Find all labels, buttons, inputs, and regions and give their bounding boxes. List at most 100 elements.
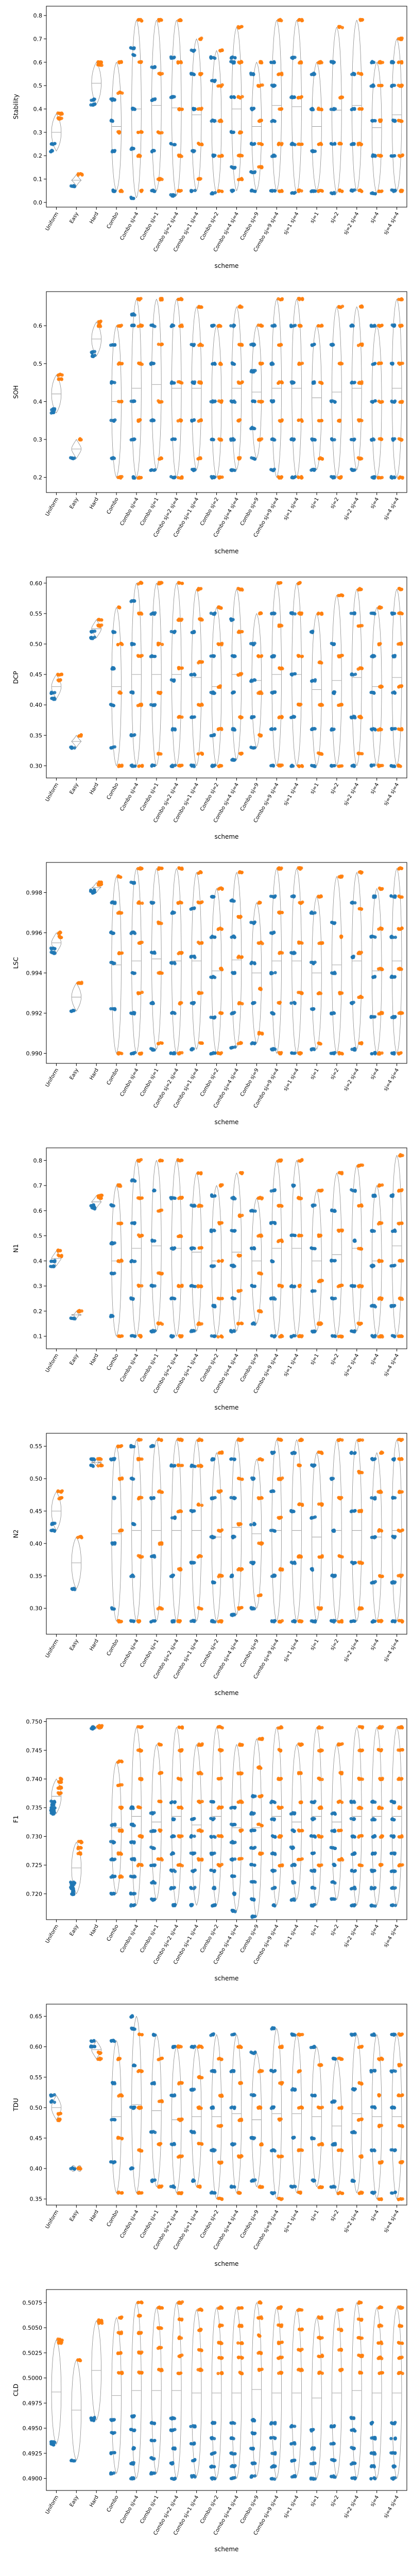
data-point: [131, 312, 135, 316]
data-point: [330, 728, 333, 732]
data-point: [193, 1246, 196, 1250]
data-point: [157, 131, 161, 135]
data-point: [112, 419, 116, 422]
data-point: [70, 746, 74, 750]
data-point: [111, 1242, 115, 1245]
data-point: [337, 655, 341, 659]
data-point: [238, 25, 242, 29]
data-point: [353, 1329, 356, 1333]
data-point: [97, 618, 101, 621]
data-point: [370, 1052, 373, 1056]
data-point: [220, 887, 224, 891]
violin-outline: [371, 62, 382, 194]
data-point: [390, 400, 394, 404]
x-tick-label: sj=4: [369, 782, 380, 795]
data-point: [139, 297, 143, 300]
data-point: [218, 362, 222, 366]
x-axis-label: scheme: [215, 1118, 239, 1126]
x-tick-label: sj=4 sj=4: [383, 1638, 400, 1663]
data-point: [51, 143, 55, 146]
data-point: [193, 954, 196, 958]
data-point: [90, 98, 93, 102]
data-point: [291, 1334, 296, 1337]
x-axis-label: scheme: [215, 833, 239, 840]
data-point: [319, 60, 322, 63]
data-point: [89, 889, 93, 893]
data-point: [130, 323, 134, 327]
x-tick-label: Combo sj=9: [239, 1638, 260, 1669]
x-tick-label: sj=4 sj=4: [383, 497, 400, 521]
y-tick-label: 0.45: [30, 1508, 43, 1515]
data-point: [118, 875, 122, 879]
data-point: [291, 438, 295, 442]
data-point: [150, 654, 154, 658]
data-point: [136, 18, 140, 22]
data-point: [269, 61, 273, 64]
data-point: [120, 764, 124, 767]
data-point: [213, 936, 217, 939]
data-point: [151, 189, 156, 192]
x-tick-label: Combo: [106, 211, 120, 230]
x-tick-label: Combo: [106, 1638, 120, 1657]
data-point: [217, 1052, 221, 1055]
data-point: [211, 1015, 215, 1020]
data-point: [398, 324, 402, 327]
data-point: [259, 324, 263, 328]
x-tick-label: sj=1 sj=4: [283, 1353, 300, 1378]
data-point: [377, 476, 381, 480]
data-point: [290, 381, 294, 385]
data-point: [356, 588, 360, 592]
y-axis-label: N1: [12, 1244, 20, 1253]
data-point: [289, 612, 293, 615]
data-point: [179, 19, 183, 22]
y-tick-label: 0.55: [30, 1443, 43, 1450]
data-point: [217, 605, 220, 609]
data-point: [377, 190, 381, 193]
data-point: [158, 1271, 161, 1275]
x-tick-label: Uniform: [45, 1638, 60, 1659]
data-point: [239, 1041, 244, 1045]
data-point: [211, 764, 214, 767]
data-point: [280, 911, 284, 914]
x-tick-label: Combo sj=9: [239, 211, 260, 242]
x-tick-label: Combo sj=2: [199, 1067, 220, 1098]
data-point: [199, 342, 202, 346]
data-point: [180, 107, 184, 111]
data-point: [53, 1259, 57, 1262]
chart-panel-1: 0.00.10.20.30.40.50.60.70.8StabilityUnif…: [12, 6, 407, 269]
data-point: [393, 936, 398, 939]
data-point: [333, 1297, 337, 1300]
y-tick-label: 0.5: [33, 82, 43, 89]
data-point: [197, 107, 200, 111]
data-point: [349, 324, 353, 328]
data-point: [199, 751, 203, 755]
data-point: [217, 189, 220, 193]
data-point: [133, 1050, 137, 1055]
data-point: [197, 456, 201, 461]
data-point: [277, 476, 281, 479]
violin-outline: [231, 306, 242, 470]
data-point: [300, 654, 304, 658]
data-point: [280, 951, 284, 955]
data-point: [91, 103, 94, 107]
data-point: [236, 380, 241, 384]
data-point: [379, 1259, 382, 1263]
data-point: [117, 605, 121, 609]
data-point: [340, 653, 344, 657]
data-point: [353, 1189, 357, 1192]
data-point: [78, 981, 82, 985]
data-point: [111, 962, 115, 965]
data-point: [292, 476, 296, 480]
data-point: [350, 716, 353, 720]
data-point: [290, 142, 294, 146]
data-point: [141, 324, 144, 328]
x-tick-label: Uniform: [45, 1353, 60, 1374]
x-tick-label: Combo sj=1: [139, 1067, 160, 1098]
data-point: [189, 763, 193, 767]
x-tick-label: Hard: [89, 497, 99, 510]
data-point: [179, 1234, 183, 1239]
data-point: [293, 1233, 297, 1238]
data-point: [178, 324, 182, 328]
data-point: [256, 691, 260, 695]
